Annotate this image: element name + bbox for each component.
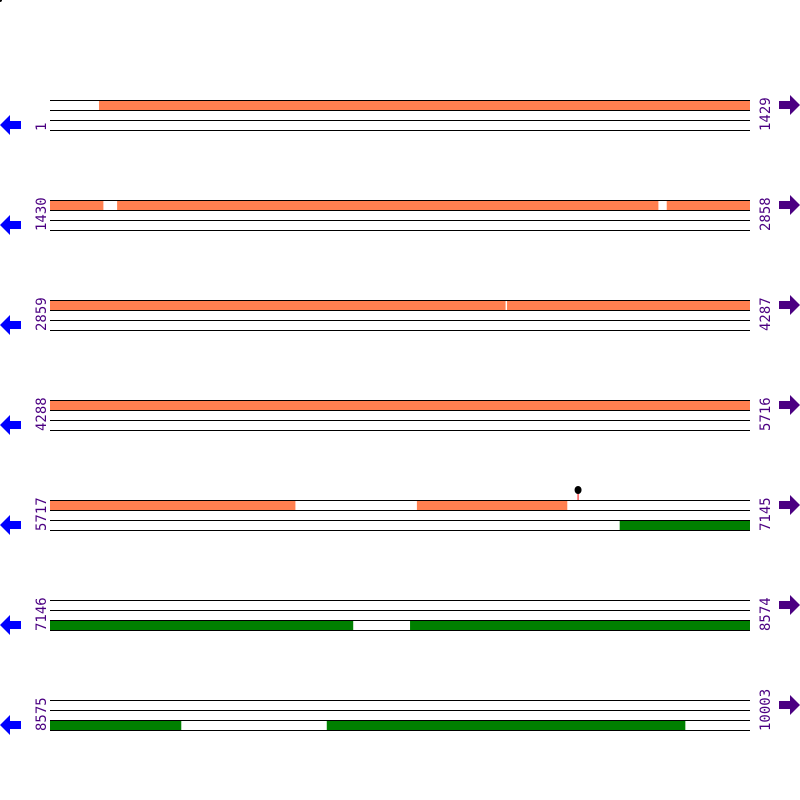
map-row: 1 1429 — [0, 95, 800, 135]
map-row: 2859 4287 — [0, 295, 800, 335]
arrow-left-icon[interactable] — [0, 615, 21, 635]
map-row: 7146 8574 — [0, 595, 800, 635]
map-row: 1430 2858 — [0, 195, 800, 235]
row-start-label: 4288 — [34, 397, 50, 431]
row-end-label: 10003 — [758, 689, 774, 731]
row-end-label: 1429 — [758, 97, 774, 131]
reverse-feature[interactable] — [50, 620, 354, 630]
forward-feature[interactable] — [50, 300, 506, 310]
arrow-right-icon[interactable] — [779, 295, 800, 315]
row-end-label: 4287 — [758, 297, 774, 331]
row-start-label: 1430 — [34, 197, 50, 231]
arrow-right-icon[interactable] — [779, 195, 800, 215]
row-end-label: 8574 — [758, 597, 774, 631]
row-end-label: 2858 — [758, 197, 774, 231]
row-end-label: 7145 — [758, 497, 774, 531]
forward-feature[interactable] — [507, 300, 750, 310]
arrow-left-icon[interactable] — [0, 515, 21, 535]
reverse-feature[interactable] — [50, 720, 182, 730]
site-marker[interactable] — [574, 486, 582, 494]
arrow-left-icon[interactable] — [0, 215, 21, 235]
forward-feature[interactable] — [50, 500, 296, 510]
corner-dot — [0, 0, 2, 2]
arrow-right-icon[interactable] — [779, 495, 800, 515]
forward-feature[interactable] — [50, 400, 750, 410]
forward-feature[interactable] — [666, 200, 750, 210]
arrow-left-icon[interactable] — [0, 715, 21, 735]
arrow-left-icon[interactable] — [0, 415, 21, 435]
map-row: 5717 7145 — [0, 486, 800, 535]
map-row: 4288 5716 — [0, 395, 800, 435]
row-start-label: 5717 — [34, 497, 50, 531]
forward-feature[interactable] — [117, 200, 659, 210]
row-end-label: 5716 — [758, 397, 774, 431]
reverse-feature[interactable] — [619, 520, 750, 530]
arrow-left-icon[interactable] — [0, 115, 21, 135]
arrow-right-icon[interactable] — [779, 695, 800, 715]
arrow-right-icon[interactable] — [779, 595, 800, 615]
reverse-feature[interactable] — [410, 620, 750, 630]
forward-feature[interactable] — [416, 500, 568, 510]
map-row: 8575 10003 — [0, 689, 800, 735]
row-start-label: 8575 — [34, 697, 50, 731]
row-start-label: 1 — [34, 123, 50, 131]
arrow-right-icon[interactable] — [779, 395, 800, 415]
forward-feature[interactable] — [98, 100, 751, 110]
forward-feature[interactable] — [50, 200, 104, 210]
arrow-right-icon[interactable] — [779, 95, 800, 115]
row-start-label: 7146 — [34, 597, 50, 631]
row-start-label: 2859 — [34, 297, 50, 331]
arrow-left-icon[interactable] — [0, 315, 21, 335]
reverse-feature[interactable] — [326, 720, 686, 730]
